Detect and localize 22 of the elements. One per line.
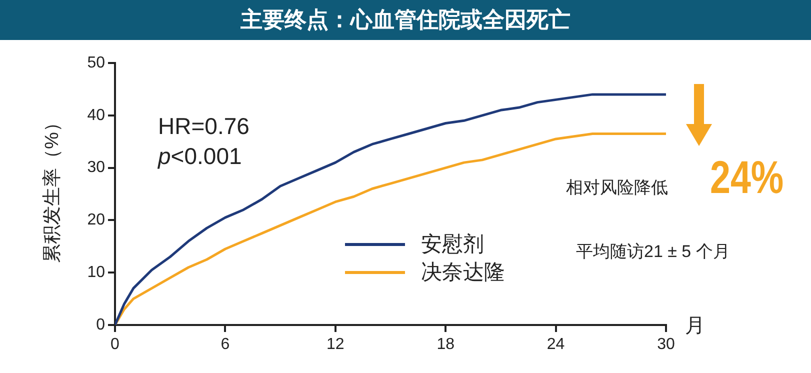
x-tick-label: 30 bbox=[657, 336, 675, 354]
x-tick-label: 12 bbox=[326, 336, 344, 354]
y-tick-label: 50 bbox=[87, 54, 106, 72]
x-tick-label: 6 bbox=[220, 336, 230, 354]
y-tick-label: 20 bbox=[87, 212, 106, 229]
y-tick-label: 10 bbox=[87, 264, 106, 282]
legend-label: 决奈达隆 bbox=[421, 260, 505, 286]
y-tick-label: 30 bbox=[87, 159, 106, 176]
annotation: 平均随访21 ± 5 个月 bbox=[576, 241, 730, 263]
y-axis-title: 累积发生率（%） bbox=[41, 112, 64, 265]
x-tick-label: 18 bbox=[436, 336, 455, 354]
annotation: 相对风险降低 bbox=[566, 177, 668, 199]
x-tick-label: 0 bbox=[110, 336, 120, 354]
x-tick-label: 24 bbox=[546, 336, 565, 354]
chart-title: 主要终点：心血管住院或全因死亡 bbox=[0, 0, 811, 40]
y-tick-label: 40 bbox=[87, 106, 106, 124]
text: 24% bbox=[710, 150, 784, 204]
x-axis-title: 月 bbox=[685, 314, 705, 339]
legend-label: 安慰剂 bbox=[421, 232, 484, 258]
y-tick-label: 0 bbox=[96, 316, 106, 334]
annotation: p<0.001 bbox=[158, 143, 242, 169]
annotation: HR=0.76 bbox=[158, 113, 250, 140]
